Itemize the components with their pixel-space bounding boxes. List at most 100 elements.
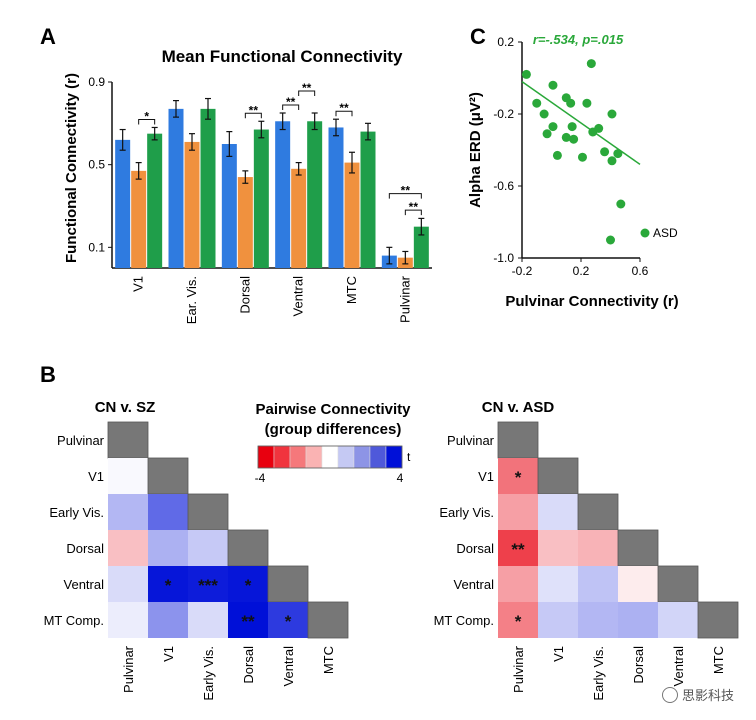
heatmap-significance-label: ** [241,612,255,631]
panel-a-category-label: Ear. Vis. [184,276,199,324]
bar [221,144,237,268]
colorbar-min-label: -4 [255,471,266,485]
significance-label: * [144,109,149,123]
heatmap-col-label: MTC [711,646,726,674]
panel-a-bar-chart: Mean Functional Connectivity Functional … [63,47,432,324]
heatmap-cell [228,602,268,638]
bar [275,121,291,269]
heatmap-cell [498,458,538,494]
significance-label: ** [302,81,312,95]
heatmap-cell [188,602,228,638]
panel-a-y-tick-label: 0.1 [88,240,105,254]
heatmap-cell [498,494,538,530]
bar [131,170,147,268]
significance-bracket [404,209,422,216]
heatmap-row-label: Ventral [454,577,495,592]
significance-label: ** [401,184,411,198]
heatmap-diagonal-cell [267,565,309,603]
scatter-point [548,122,558,132]
heatmap-diagonal-cell [107,421,149,459]
bar [200,108,216,268]
heatmap-col-label: V1 [161,646,176,662]
panel-letter-a: A [40,24,56,49]
heatmap-diagonal-cell [497,421,539,459]
heatmap-cell [148,494,188,530]
heatmap-cell [618,566,658,602]
watermark-text: 思影科技 [681,689,734,704]
heatmap-col-label: Ventral [671,646,686,687]
scatter-point [521,69,531,79]
heatmap-cell [108,602,148,638]
heatmap-significance-label: * [285,612,292,631]
panel-a-category-label: Dorsal [237,276,252,314]
panel-c-y-tick-label: -0.2 [493,107,514,121]
bar [168,108,184,268]
heatmap-cell [188,566,228,602]
heatmap-cell [188,530,228,566]
scatter-point [561,132,571,142]
heatmap-row-label: Dorsal [456,541,494,556]
colorbar-swatch [369,445,387,469]
heatmap-cell [268,602,308,638]
regression-line [521,80,641,166]
panel-c-x-tick-label: 0.6 [632,264,649,278]
scatter-point [616,199,626,209]
bar [328,127,344,268]
colorbar-title: Pairwise Connectivity [255,401,411,418]
colorbar-swatch [337,445,355,469]
heatmap-row-label: Early Vis. [439,505,494,520]
heatmap-row-label: V1 [88,469,104,484]
heatmap-cell [148,566,188,602]
heatmap-significance-label: * [515,468,522,487]
panel-a-category-label: Ventral [291,276,306,317]
bar [360,131,376,268]
significance-label: ** [339,101,349,115]
panel-a-y-tick-label: 0.9 [88,75,105,89]
panel-a-y-axis-title: Functional Connectivity (r) [63,73,80,263]
heatmap-col-label: Dorsal [631,646,646,684]
heatmap-asd-title: CN v. ASD [482,399,555,416]
heatmap-col-label: MTC [321,646,336,674]
scatter-point [586,59,596,69]
heatmap-cell [108,566,148,602]
colorbar-swatch [353,445,371,469]
significance-bracket [138,118,156,125]
heatmap-cell [148,530,188,566]
scatter-point [606,235,615,245]
colorbar-swatch [305,445,323,469]
panel-a-category-label: V1 [131,276,146,292]
panel-b-heatmaps: CN v. SZ CN v. ASD Pairwise Connectivity… [44,399,739,701]
scatter-point [561,93,571,103]
colorbar-swatch [273,445,291,469]
legend-label: ASD [653,226,678,240]
bar [237,177,253,268]
significance-label: ** [249,103,259,117]
heatmap-diagonal-cell [657,565,699,603]
heatmap-cell [578,602,618,638]
heatmap-significance-label: * [165,576,172,595]
heatmap-significance-label: * [515,612,522,631]
colorbar-swatch [321,445,339,469]
heatmap-cell [108,458,148,494]
colorbar-unit-label: t [407,450,411,464]
scatter-point [548,80,558,90]
heatmap-col-label: Pulvinar [121,645,136,693]
colorbar-frame [257,445,403,469]
panel-a-category-label: Pulvinar [397,275,412,323]
bar [147,133,163,268]
colorbar-swatch [257,445,275,469]
bar [344,162,360,268]
panel-c-y-tick-label: -1.0 [493,251,514,265]
heatmap-cell [108,530,148,566]
heatmap-row-label: Pulvinar [57,433,105,448]
heatmap-row-label: Dorsal [66,541,104,556]
scatter-point [539,109,549,119]
significance-bracket [244,112,262,119]
heatmap-col-label: Early Vis. [591,646,606,701]
heatmap-col-label: Dorsal [241,646,256,684]
significance-label: ** [286,95,296,109]
heatmap-row-label: Ventral [64,577,105,592]
heatmap-cell [498,566,538,602]
colorbar-swatch [289,445,307,469]
legend-marker [640,228,650,238]
